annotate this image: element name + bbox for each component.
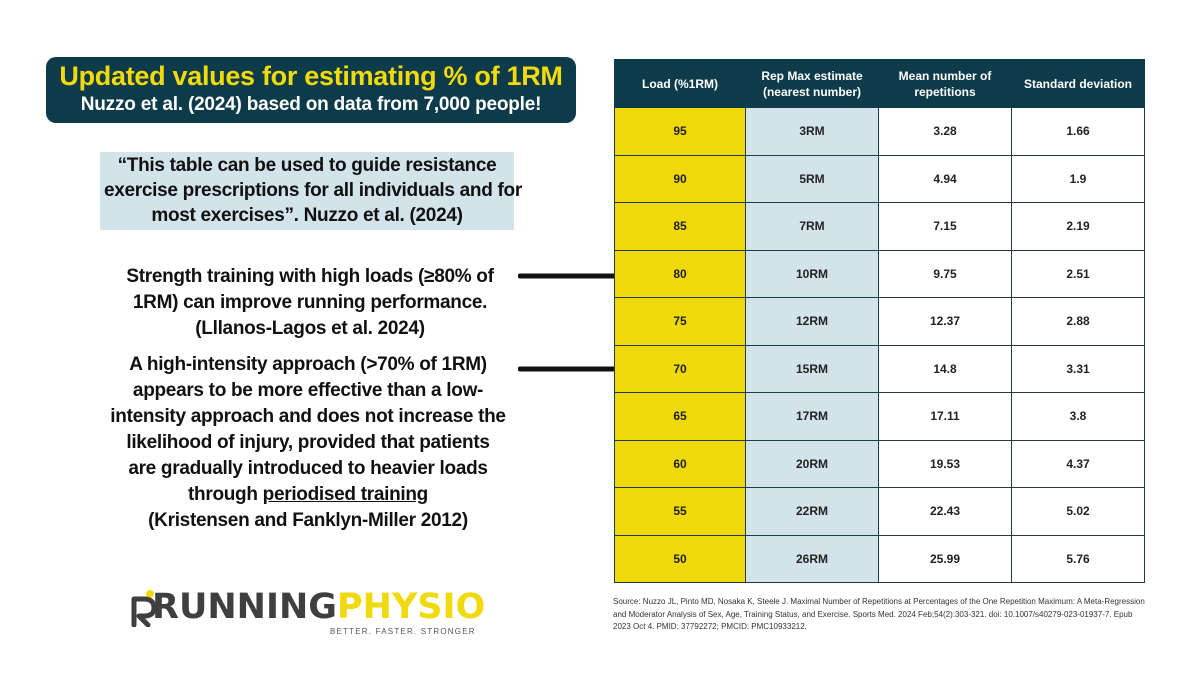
cell-load: 85 <box>614 202 746 251</box>
cell-rep-max: 20RM <box>745 439 879 488</box>
logo-physio: PHYSIO <box>337 587 486 627</box>
cell-rep-max: 26RM <box>745 534 879 583</box>
cell-rep-max: 3RM <box>745 107 879 156</box>
page-title: Updated values for estimating % of 1RM <box>59 61 563 91</box>
quote-line: “This table can be used to guide resista… <box>117 155 497 176</box>
table-row: 80 10RM 9.75 2.51 <box>614 249 1145 298</box>
table-header-row: Load (%1RM) Rep Max estimate (nearest nu… <box>614 59 1145 108</box>
cell-sd: 5.76 <box>1011 534 1145 583</box>
paragraph-line: Strength training with high loads (≥80% … <box>126 266 494 287</box>
paragraph-line: 1RM) can improve running performance. <box>132 292 488 313</box>
quote-box: “This table can be used to guide resista… <box>100 152 522 230</box>
paragraph-citation: (Kristensen and Fanklyn-Miller 2012) <box>148 510 468 531</box>
cell-load: 55 <box>614 487 746 536</box>
table-row: 55 22RM 22.43 5.02 <box>614 487 1145 536</box>
paragraph-line: appears to be more effective than a low- <box>132 380 484 401</box>
title-banner: Updated values for estimating % of 1RM N… <box>46 57 576 123</box>
cell-load: 65 <box>614 392 746 441</box>
logo-wordmark: RUNNINGPHYSIO <box>152 587 485 627</box>
header-std-dev: Standard deviation <box>1011 59 1145 108</box>
table-row: 65 17RM 17.11 3.8 <box>614 392 1145 441</box>
cell-sd: 2.88 <box>1011 297 1145 346</box>
logo-tagline: BETTER. FASTER. STRONGER <box>330 627 476 636</box>
cell-mean: 3.28 <box>878 107 1012 156</box>
cell-mean: 12.37 <box>878 297 1012 346</box>
runningphysio-logo: RUNNINGPHYSIO BETTER. FASTER. STRONGER <box>130 587 495 637</box>
paragraph-line: through periodised training <box>66 482 550 508</box>
cell-load: 75 <box>614 297 746 346</box>
cell-sd: 4.37 <box>1011 439 1145 488</box>
paragraph-line: are gradually introduced to heavier load… <box>128 458 488 479</box>
source-citation: Source: Nuzzo JL, Pinto MD, Nosaka K, St… <box>613 597 1145 631</box>
paragraph-citation: (Lllanos-Lagos et al. 2024) <box>195 318 425 339</box>
quote-line: exercise prescriptions for all individua… <box>104 180 522 201</box>
cell-load: 95 <box>614 107 746 156</box>
cell-rep-max: 10RM <box>745 249 879 298</box>
table-row: 95 3RM 3.28 1.66 <box>614 107 1145 156</box>
cell-mean: 25.99 <box>878 534 1012 583</box>
cell-mean: 7.15 <box>878 202 1012 251</box>
cell-load: 60 <box>614 439 746 488</box>
logo-running: RUNNING <box>152 587 337 627</box>
paragraph-line: intensity approach and does not increase… <box>110 406 506 427</box>
cell-mean: 9.75 <box>878 249 1012 298</box>
periodised-training-link[interactable]: periodised training <box>262 484 429 505</box>
header-rep-max: Rep Max estimate (nearest number) <box>745 59 879 108</box>
cell-mean: 19.53 <box>878 439 1012 488</box>
table-row: 60 20RM 19.53 4.37 <box>614 439 1145 488</box>
cell-rep-max: 15RM <box>745 344 879 393</box>
cell-sd: 5.02 <box>1011 487 1145 536</box>
cell-sd: 3.8 <box>1011 392 1145 441</box>
table-row: 90 5RM 4.94 1.9 <box>614 154 1145 203</box>
table-row: 75 12RM 12.37 2.88 <box>614 297 1145 346</box>
strength-training-paragraph: Strength training with high loads (≥80% … <box>70 264 550 342</box>
cell-sd: 2.19 <box>1011 202 1145 251</box>
cell-rep-max: 22RM <box>745 487 879 536</box>
high-intensity-paragraph: A high-intensity approach (>70% of 1RM) … <box>66 352 550 534</box>
cell-sd: 1.66 <box>1011 107 1145 156</box>
cell-sd: 1.9 <box>1011 154 1145 203</box>
cell-load: 80 <box>614 249 746 298</box>
cell-load: 70 <box>614 344 746 393</box>
table-row: 85 7RM 7.15 2.19 <box>614 202 1145 251</box>
cell-load: 50 <box>614 534 746 583</box>
cell-mean: 4.94 <box>878 154 1012 203</box>
cell-sd: 2.51 <box>1011 249 1145 298</box>
paragraph-line: A high-intensity approach (>70% of 1RM) <box>129 354 487 375</box>
cell-mean: 17.11 <box>878 392 1012 441</box>
table-row: 50 26RM 25.99 5.76 <box>614 534 1145 583</box>
running-figure-icon <box>131 590 157 627</box>
table-row: 70 15RM 14.8 3.31 <box>614 344 1145 393</box>
cell-rep-max: 12RM <box>745 297 879 346</box>
cell-load: 90 <box>614 154 746 203</box>
cell-mean: 22.43 <box>878 487 1012 536</box>
quote-line: most exercises”. Nuzzo et al. (2024) <box>151 205 463 226</box>
cell-rep-max: 5RM <box>745 154 879 203</box>
header-mean-reps: Mean number of repetitions <box>878 59 1012 108</box>
cell-mean: 14.8 <box>878 344 1012 393</box>
header-load: Load (%1RM) <box>614 59 746 108</box>
cell-sd: 3.31 <box>1011 344 1145 393</box>
paragraph-line: likelihood of injury, provided that pati… <box>126 432 490 453</box>
cell-rep-max: 7RM <box>745 202 879 251</box>
paragraph-prefix: through <box>188 484 263 505</box>
cell-rep-max: 17RM <box>745 392 879 441</box>
rm-table: Load (%1RM) Rep Max estimate (nearest nu… <box>614 59 1145 583</box>
page-subtitle: Nuzzo et al. (2024) based on data from 7… <box>80 94 542 115</box>
